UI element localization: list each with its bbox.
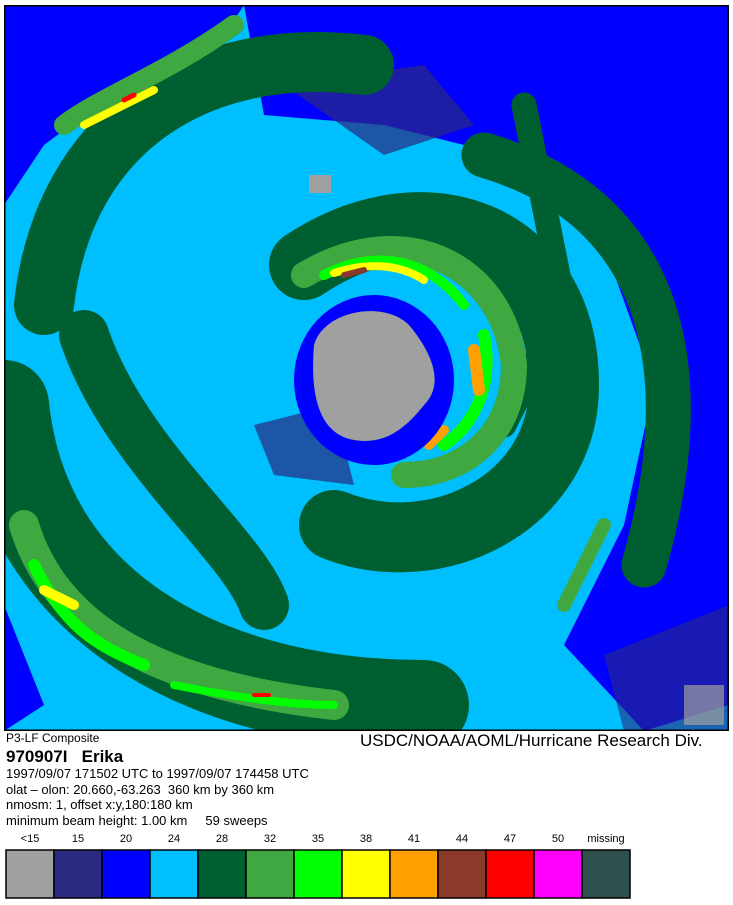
legend-label: missing <box>587 833 624 845</box>
legend-swatch <box>101 849 151 899</box>
legend-swatch <box>581 849 631 899</box>
legend-swatch <box>485 849 535 899</box>
legend-swatch <box>149 849 199 899</box>
legend-label: 15 <box>72 833 84 845</box>
legend-label: 24 <box>168 833 180 845</box>
legend-swatch <box>293 849 343 899</box>
legend-swatch <box>53 849 103 899</box>
legend-label: 28 <box>216 833 228 845</box>
info-line: olat – olon: 20.660,-63.263 360 km by 36… <box>6 781 275 797</box>
legend-swatch <box>437 849 487 899</box>
legend-label: 50 <box>552 833 564 845</box>
info-line: minimum beam height: 1.00 km 59 sweeps <box>6 812 268 828</box>
legend-swatch <box>341 849 391 899</box>
legend-label: 38 <box>360 833 372 845</box>
legend-swatch <box>389 849 439 899</box>
legend-label: 35 <box>312 833 324 845</box>
legend-swatch <box>5 849 55 899</box>
legend-swatch <box>245 849 295 899</box>
legend-swatch <box>197 849 247 899</box>
storm-title: 970907I Erika <box>6 747 124 766</box>
legend-swatch <box>533 849 583 899</box>
color-legend: <15 15 20 24 28 32 35 38 41 44 47 50 missing <box>5 833 631 899</box>
legend-label: 47 <box>504 833 516 845</box>
legend-label: 32 <box>264 833 276 845</box>
radar-image <box>4 5 729 731</box>
info-line: 1997/09/07 171502 UTC to 1997/09/07 1744… <box>6 766 309 781</box>
legend-label: 20 <box>120 833 132 845</box>
legend-label: 44 <box>456 833 468 845</box>
info-line: nmosm: 1, offset x:y,180:180 km <box>6 797 193 812</box>
legend-label: 41 <box>408 833 420 845</box>
agency-label: USDC/NOAA/AOML/Hurricane Research Div. <box>360 731 703 750</box>
product-label: P3-LF Composite <box>6 731 100 745</box>
legend-label: <15 <box>21 833 40 845</box>
